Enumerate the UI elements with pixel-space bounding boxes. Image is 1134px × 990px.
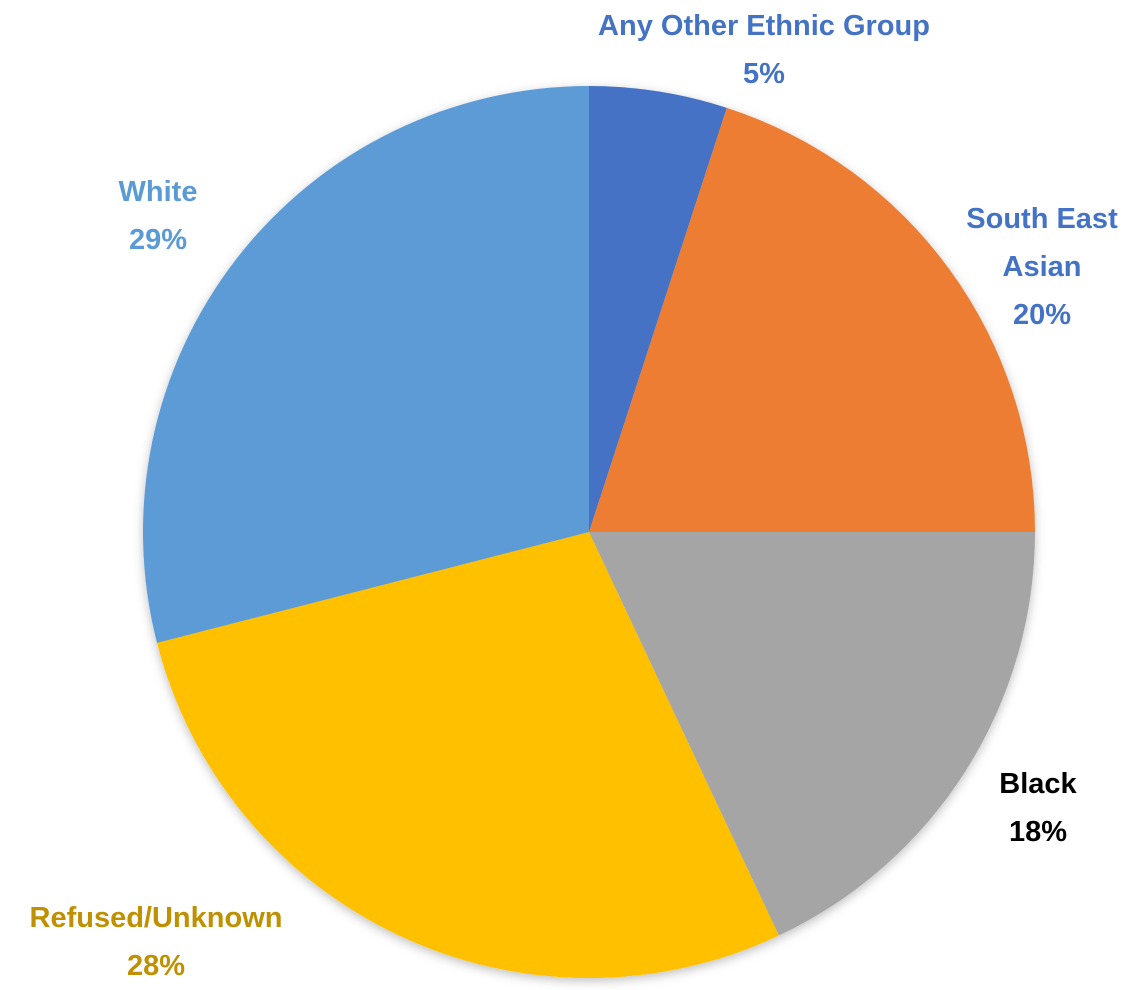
slice-label-refused-unknown: Refused/Unknown 28%: [30, 894, 283, 990]
slice-label-name-line: Asian: [1002, 251, 1082, 283]
pie-slice-white: [142, 86, 589, 643]
slice-value-label: 29%: [128, 224, 188, 256]
pie-slice-black: [589, 532, 1035, 936]
pie-slice-refused-unknown: [157, 532, 779, 978]
slice-value-label: 20%: [1012, 299, 1072, 331]
slice-value-label: 5%: [743, 58, 785, 90]
slice-value-label: 28%: [126, 950, 186, 982]
slice-label-any-other-ethnic-group: Any Other Ethnic Group 5%: [598, 2, 930, 98]
slice-label-name-line: Any Other Ethnic Group: [598, 10, 930, 42]
slice-label-name-line: Refused/Unknown: [29, 902, 283, 934]
pie-slice-south-east-asian: [589, 107, 1035, 532]
slice-value-label: 18%: [1008, 816, 1068, 848]
slice-label-name-line: Black: [999, 768, 1077, 800]
slice-label-name-line: South East: [966, 203, 1118, 235]
slice-label-name-line: White: [118, 176, 198, 208]
pie-slice-any-other-ethnic-group: [589, 86, 727, 532]
slice-label-white: White 29%: [119, 168, 198, 264]
slice-label-south-east-asian: South East Asian 20%: [966, 195, 1117, 339]
slice-label-black: Black 18%: [999, 760, 1076, 856]
